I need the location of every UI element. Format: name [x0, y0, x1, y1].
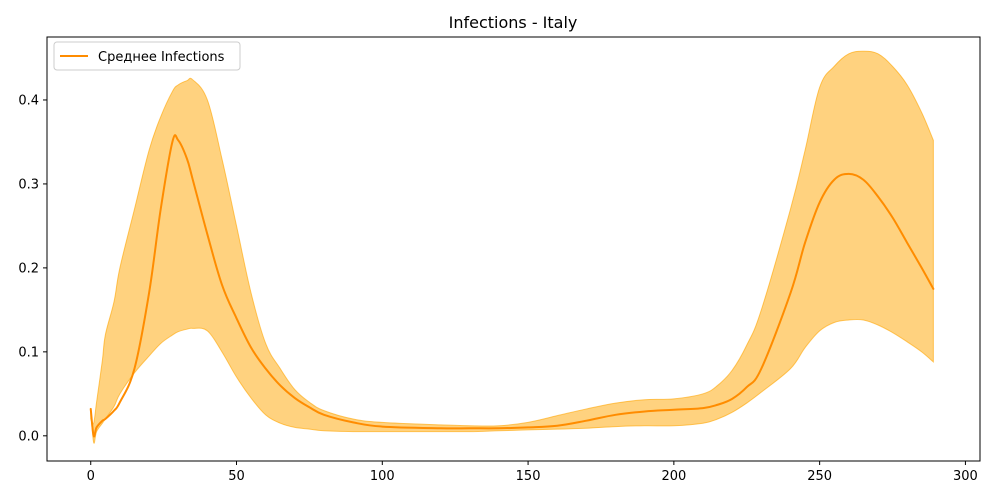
legend: Среднее Infections	[53, 41, 241, 71]
legend-label-mean: Среднее Infections	[98, 50, 225, 65]
y-tick-label: 0.4	[18, 93, 39, 108]
y-tick-label: 0.3	[18, 177, 39, 192]
plot-content	[89, 50, 935, 444]
confidence-band	[90, 50, 934, 444]
x-tick-label: 250	[807, 469, 832, 484]
x-tick-label: 50	[228, 469, 245, 484]
chart-title: Infections - Italy	[449, 13, 578, 32]
x-tick-label: 300	[953, 469, 978, 484]
legend-box	[53, 41, 241, 71]
y-tick-label: 0.2	[18, 261, 39, 276]
y-tick-label: 0.1	[18, 345, 39, 360]
x-tick-label: 200	[661, 469, 686, 484]
plot-frame	[46, 36, 981, 462]
axes-layer: 0 50 100 150 200 250 300 0.0 0.1 0.2 0.3 0.4	[18, 36, 981, 484]
x-tick-label: 0	[87, 469, 95, 484]
series-line-mean	[89, 134, 935, 438]
y-tick-label: 0.0	[18, 429, 39, 444]
x-tick-label: 150	[516, 469, 541, 484]
x-tick-label: 100	[370, 469, 395, 484]
